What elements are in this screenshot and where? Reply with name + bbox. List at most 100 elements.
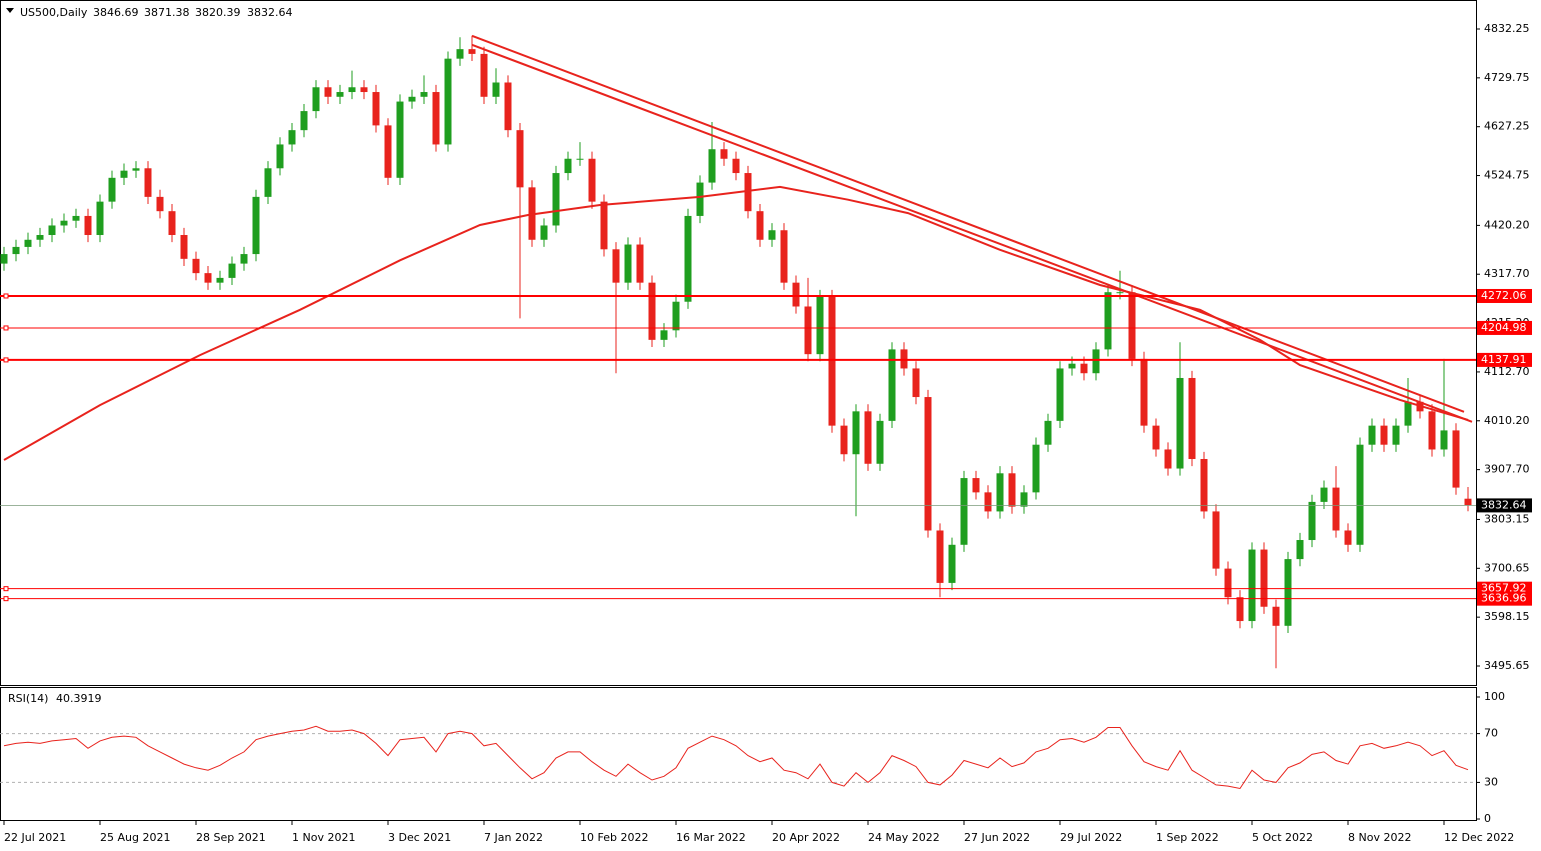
trendline	[471, 34, 1465, 413]
candle-body	[1428, 411, 1436, 450]
y-tick-label: 30	[1484, 775, 1498, 788]
candle-body	[672, 301, 680, 331]
candle-body	[888, 349, 896, 421]
candle-body	[600, 201, 608, 250]
candle-body	[444, 58, 452, 145]
last-price-label: 3832.64	[1481, 498, 1527, 511]
rsi-panel	[0, 687, 1477, 821]
x-tick-label: 27 Jun 2022	[964, 831, 1030, 844]
candle-body	[12, 246, 20, 255]
candle-body	[780, 230, 788, 283]
candle-body	[48, 225, 56, 236]
candle-body	[972, 478, 980, 493]
candle-body	[1284, 559, 1292, 626]
x-tick-label: 20 Apr 2022	[772, 831, 840, 844]
candle-body	[1020, 492, 1028, 507]
candle-body	[564, 158, 572, 174]
candle-body	[576, 158, 584, 160]
candle-body	[108, 177, 116, 202]
candle-body	[1464, 498, 1472, 506]
candle-body	[1008, 473, 1016, 507]
candle-body	[1320, 487, 1328, 502]
candle-body	[60, 220, 68, 226]
rsi-line	[3, 725, 1469, 790]
y-tick-label: 4832.25	[1484, 22, 1530, 35]
level-label-box	[1477, 288, 1532, 303]
level-label: 3636.96	[1481, 592, 1527, 605]
candle-body	[852, 411, 860, 455]
y-tick-label: 3700.65	[1484, 561, 1530, 574]
candle-body	[96, 201, 104, 236]
candle-body	[72, 215, 80, 221]
candle-body	[36, 235, 44, 240]
candle-body	[1188, 377, 1196, 460]
candle-body	[636, 244, 644, 283]
candle-body	[468, 49, 476, 54]
rsi-title: RSI(14)	[8, 692, 48, 705]
candle-body	[348, 87, 356, 93]
candle-body	[192, 258, 200, 274]
candle-body	[756, 211, 764, 240]
x-tick-label: 12 Dec 2022	[1444, 831, 1514, 844]
level-anchor	[3, 586, 9, 592]
level-label-box	[1477, 320, 1532, 335]
candle-body	[0, 254, 8, 264]
candle-body	[1296, 540, 1304, 560]
y-tick-label: 4420.20	[1484, 218, 1530, 231]
candle-body	[84, 215, 92, 236]
candle-body	[168, 211, 176, 236]
candle-body	[1308, 501, 1316, 541]
candle-body	[864, 411, 872, 464]
ohlc-close: 3832.64	[247, 6, 293, 19]
chart-title: US500,Daily	[20, 6, 88, 19]
level-anchor	[3, 357, 9, 363]
candle-body	[180, 235, 188, 259]
y-tick-label: 4112.70	[1484, 365, 1530, 378]
candle-body	[1212, 511, 1220, 569]
level-label-box	[1477, 352, 1532, 367]
level-label: 4137.91	[1481, 353, 1527, 366]
candle-body	[1356, 444, 1364, 545]
candle-body	[1056, 368, 1064, 421]
x-tick-label: 25 Aug 2021	[100, 831, 170, 844]
candle-body	[144, 168, 152, 197]
candle-body	[1272, 606, 1280, 626]
candle-body	[312, 87, 320, 112]
candle-body	[1092, 349, 1100, 374]
candle-body	[324, 87, 332, 97]
candle-body	[408, 96, 416, 102]
candle-body	[360, 87, 368, 93]
level-anchor	[3, 596, 9, 602]
candle-body	[1152, 425, 1160, 450]
candle-body	[252, 196, 260, 255]
candle-body	[1344, 530, 1352, 545]
candle-body	[432, 92, 440, 145]
candle-body	[336, 92, 344, 97]
candle-body	[708, 149, 716, 183]
candle-body	[624, 244, 632, 283]
candle-body	[420, 92, 428, 97]
last-price-box	[1477, 498, 1532, 513]
candle-body	[1440, 430, 1448, 450]
x-tick-label: 10 Feb 2022	[580, 831, 648, 844]
candle-body	[768, 230, 776, 240]
rsi-value: 40.3919	[56, 692, 102, 705]
candle-body	[216, 277, 224, 283]
candle-body	[156, 196, 164, 212]
x-tick-label: 5 Oct 2022	[1252, 831, 1313, 844]
candle-body	[204, 273, 212, 283]
ohlc-low: 3820.39	[195, 6, 241, 19]
candle-body	[1404, 401, 1412, 426]
candle-body	[912, 368, 920, 398]
candle-body	[540, 225, 548, 240]
x-tick-label: 3 Dec 2021	[388, 831, 451, 844]
candle-body	[264, 168, 272, 197]
candle-body	[996, 473, 1004, 512]
y-tick-label: 4627.25	[1484, 120, 1530, 133]
y-tick-label: 3803.15	[1484, 512, 1530, 525]
y-tick-label: 4010.20	[1484, 414, 1530, 427]
candle-body	[120, 170, 128, 178]
level-label: 4204.98	[1481, 321, 1527, 334]
